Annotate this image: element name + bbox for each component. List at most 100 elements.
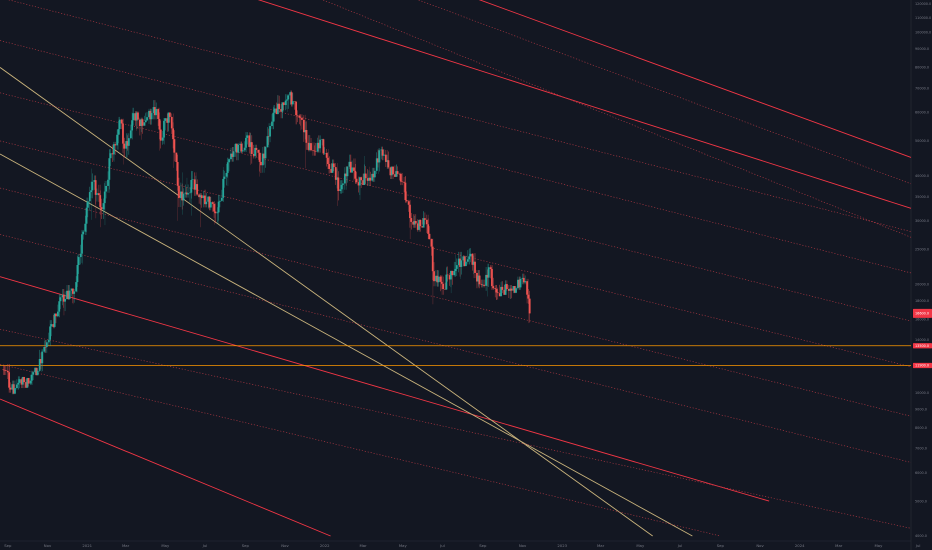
candle-body [498,293,501,297]
candle-body [453,271,456,276]
candle-body [261,153,264,166]
candle [325,148,328,167]
candle [194,175,197,196]
candle-body [179,191,182,199]
channel-line [0,234,912,463]
price-tick-label: 110000.0 [915,16,931,20]
candle-body [185,192,188,195]
candle [84,215,87,236]
candle [208,196,211,211]
candle [77,254,80,274]
candle [184,184,187,198]
candle [94,175,97,205]
candle [501,281,504,294]
candle-body [412,221,415,225]
candle [114,141,117,155]
candle-body [172,128,174,140]
price-tick-label: 70000.0 [915,87,929,91]
candle [3,365,6,375]
candle [286,94,288,110]
candle [252,144,255,159]
candle-body [157,109,160,119]
candle-body [225,172,228,177]
trend-lines[interactable] [0,0,912,537]
candle [76,256,79,287]
candle [524,275,527,285]
candle-body [339,189,342,192]
candle-body [82,231,85,235]
candle-body [307,142,310,150]
candle [96,188,98,202]
candle [16,379,18,390]
candle-body [200,195,203,199]
candle [506,280,508,291]
candle [86,197,89,218]
candle-body [308,143,311,150]
candle-body [68,290,71,299]
candle [312,142,314,156]
candle-body [153,107,156,116]
horizontal-lines[interactable] [0,345,911,366]
candle-body [439,276,442,282]
candle-body [355,178,358,183]
candle-body [43,346,46,352]
candle [450,270,452,288]
candle-body [375,158,378,171]
candle-body [358,177,361,186]
candle [135,111,138,130]
candle [346,165,349,183]
candle-body [49,326,52,340]
candle-body [409,204,411,219]
candle-body [158,118,161,130]
candle [435,270,437,287]
candle-body [232,151,235,157]
candle [504,280,507,295]
candle-body [146,117,148,121]
candle-body [527,294,530,299]
candle [207,196,210,209]
candle-body [319,139,322,149]
candle-body [474,261,476,273]
candle-body [428,233,431,240]
candle [287,94,290,109]
candle-body [323,152,326,154]
candle [442,276,445,295]
candle-body [208,196,211,208]
candle [454,261,457,277]
candle-body [510,288,513,291]
candle-body [404,182,407,201]
candle [73,289,76,303]
price-tick-label: 9000.0 [915,407,927,411]
candle [122,118,124,153]
candle [272,106,275,130]
candle-body [316,142,319,152]
candle-body [260,161,262,166]
candle [228,157,230,172]
candle [14,380,16,395]
candle [164,117,167,131]
candle-body [17,382,20,385]
candle [427,218,430,239]
candle-body [77,257,80,266]
candle [204,189,206,208]
candle-body [20,379,23,385]
time-axis[interactable]: Sep Nov 2021 Mar May Jul Sep Nov 2022 Mar May Jul Se… [4,543,920,548]
price-tick-label: 20000.0 [915,282,929,286]
candle [249,133,252,155]
candle-body [368,177,370,181]
candle [102,198,105,219]
candle [526,278,528,304]
candle [55,313,57,324]
candle [351,160,353,173]
candle-body [517,279,519,289]
time-tick-label: Nov [756,543,764,548]
candle-body [205,201,208,205]
candle [34,367,37,375]
candle-body [230,153,232,160]
candle [231,146,234,162]
candle-body [198,194,201,198]
candle-body [249,142,252,147]
candle [187,184,189,198]
candle [480,279,483,288]
